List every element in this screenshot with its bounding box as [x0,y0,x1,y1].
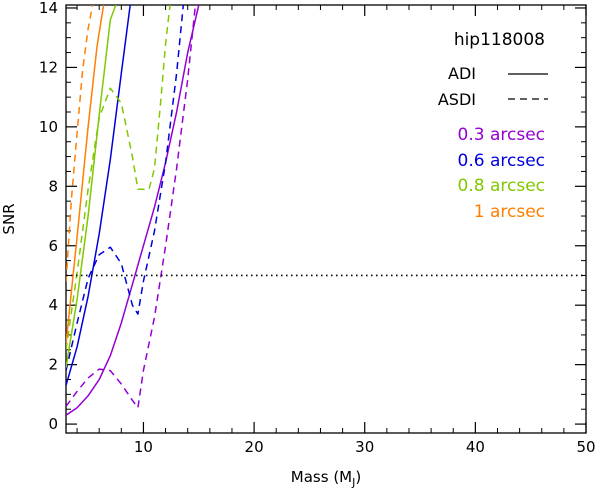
x-tick-label: 50 [576,438,595,456]
chart-title: hip118008 [454,30,545,50]
y-tick-label: 2 [48,356,58,374]
x-tick-label: 30 [355,438,374,456]
y-axis-title: SNR [0,203,18,234]
y-tick-label: 8 [48,177,58,195]
series-1-arcsec-asdi [66,5,94,282]
y-tick-label: 6 [48,237,58,255]
legend-sep-0-6: 0.6 arcsec [458,151,546,171]
x-tick-label: 10 [134,438,153,456]
legend-asdi-label: ASDI [438,90,476,109]
series-0-3-arcsec-adi [66,5,200,416]
series-0-3-arcsec-asdi [66,5,197,409]
legend-sep-0-3: 0.3 arcsec [458,125,546,145]
series-1-arcsec-adi [66,5,105,344]
legend-sep-0-8: 0.8 arcsec [458,176,546,196]
y-tick-label: 14 [39,0,58,17]
x-tick-label: 40 [466,438,485,456]
x-tick-label: 20 [245,438,264,456]
y-tick-label: 4 [48,296,58,314]
y-tick-label: 12 [39,58,58,76]
plot-frame [65,4,587,434]
y-tick-label: 0 [48,415,58,433]
series-0-6-arcsec-asdi [66,5,185,371]
legend-sep-1: 1 arcsec [474,202,545,222]
legend-adi-label: ADI [448,64,476,83]
series-0-6-arcsec-adi [66,5,131,386]
series-0-8-arcsec-adi [66,5,117,368]
series-0-8-arcsec-asdi [66,5,171,350]
y-tick-label: 10 [39,118,58,136]
x-axis-title: Mass (MJ) [291,468,361,489]
